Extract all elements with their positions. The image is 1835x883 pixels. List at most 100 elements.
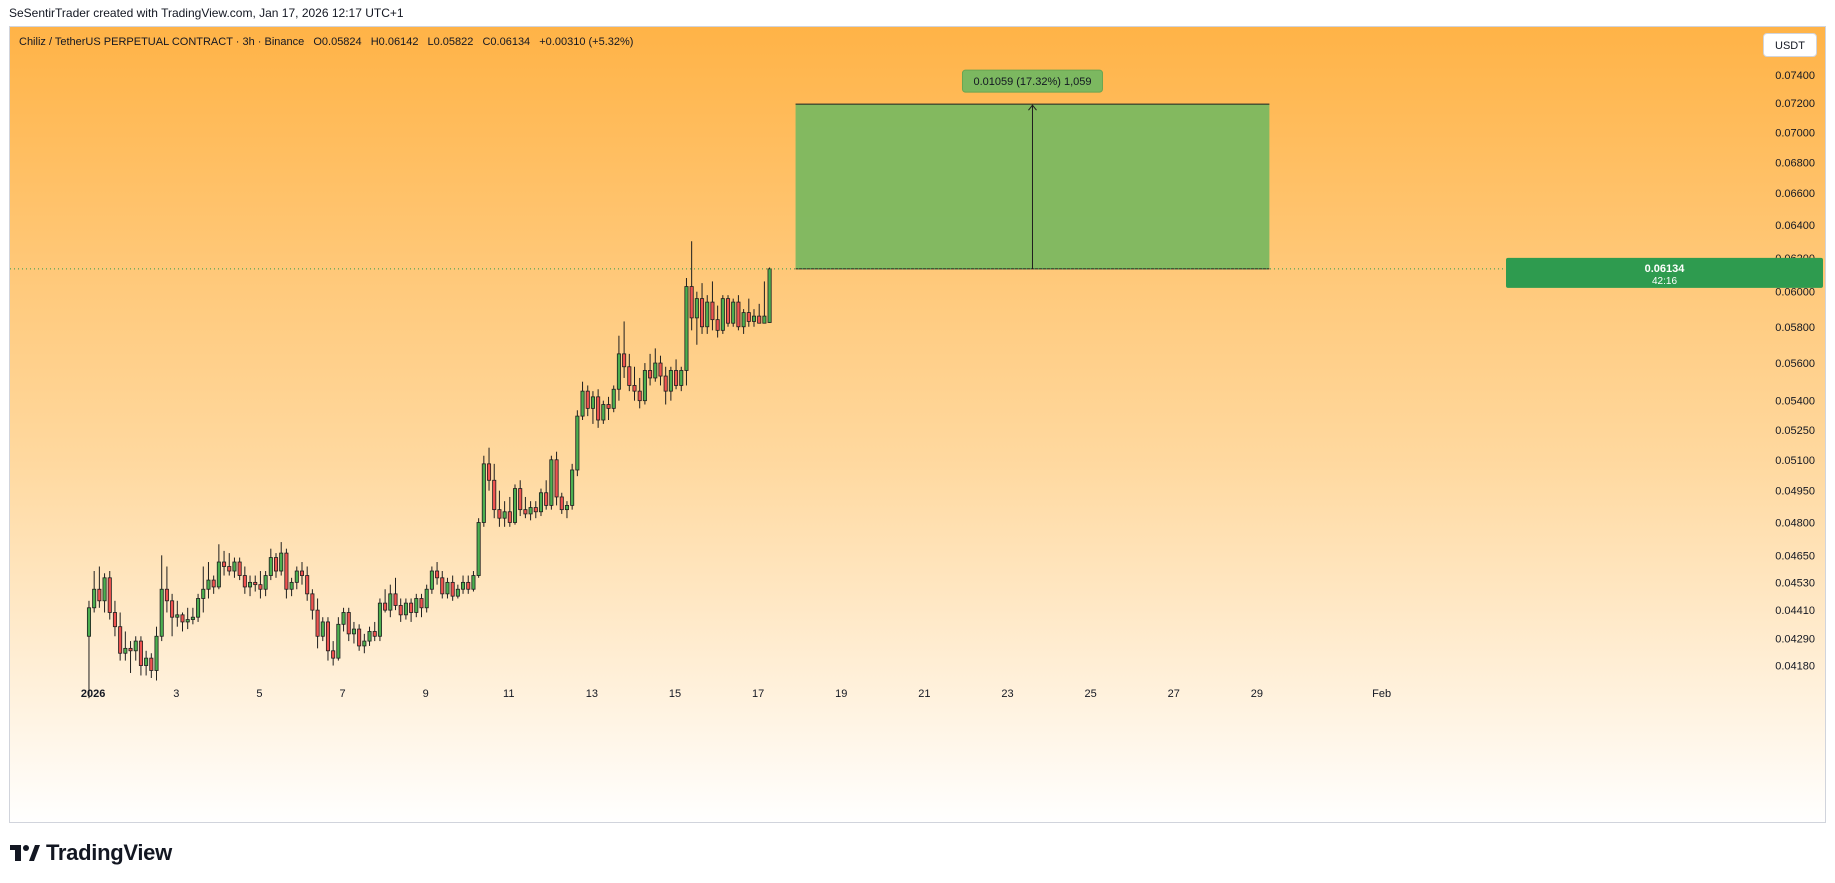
currency-button[interactable]: USDT	[1763, 33, 1817, 57]
price-tick-label: 0.07200	[1775, 98, 1815, 110]
chart-credit: SeSentirTrader created with TradingView.…	[9, 6, 404, 20]
candle-body	[637, 390, 642, 402]
candle-body	[523, 509, 528, 515]
candle-body	[461, 581, 466, 590]
time-axis[interactable]: 2026 3 5 7 9 11 13 15 17 19 21 23 25 27 29 Feb	[81, 688, 1391, 700]
candle-body	[648, 370, 653, 379]
price-tick-label: 0.07000	[1775, 127, 1815, 139]
candle-body	[564, 504, 569, 511]
measure-tool[interactable]: 0.01059 (17.32%) 1,059	[795, 69, 1270, 270]
candle-body	[419, 598, 424, 609]
time-tick-label: 17	[752, 688, 764, 700]
candle-body	[606, 404, 611, 409]
candles	[86, 241, 772, 699]
candle-body	[403, 602, 408, 616]
candle-body	[684, 286, 689, 371]
time-tick-label: 5	[256, 688, 262, 700]
candle-body	[190, 616, 195, 620]
candle-body	[466, 581, 471, 590]
candle-body	[331, 650, 336, 659]
candle-body	[118, 626, 123, 654]
candle-body	[627, 366, 632, 386]
candle-body	[528, 507, 533, 515]
candle-body	[175, 614, 180, 618]
measure-label: 0.01059 (17.32%) 1,059	[973, 76, 1091, 88]
candle-body	[336, 623, 341, 659]
candle-body	[746, 312, 751, 322]
candle-body	[435, 570, 440, 579]
candle-body	[123, 647, 128, 654]
candle-body	[663, 375, 668, 392]
chart-area[interactable]: 0.01059 (17.32%) 1,059 0.076000.074000.0…	[9, 26, 1826, 823]
time-tick-label: 19	[835, 688, 847, 700]
candle-body	[679, 370, 684, 386]
candle-body	[216, 561, 221, 588]
candle-body	[107, 577, 112, 613]
candle-body	[731, 301, 736, 324]
candle-body	[736, 301, 741, 328]
candle-body	[86, 607, 91, 637]
candle-body	[253, 581, 258, 586]
price-chart[interactable]: 0.01059 (17.32%) 1,059 0.076000.074000.0…	[10, 27, 1826, 823]
ohlc-high: H0.06142	[370, 36, 419, 48]
candle-body	[544, 492, 549, 506]
price-tick-label: 0.05400	[1775, 396, 1815, 408]
candle-body	[715, 319, 720, 331]
candle-body	[502, 511, 507, 519]
candle-body	[159, 588, 164, 637]
candle-body	[554, 459, 559, 498]
candle-body	[476, 522, 481, 576]
time-tick-label: 7	[339, 688, 345, 700]
candle-body	[185, 619, 190, 623]
last-price-badge	[1506, 257, 1823, 288]
candle-body	[580, 390, 585, 417]
candle-body	[242, 575, 247, 588]
candle-body	[206, 579, 211, 590]
candle-body	[762, 315, 767, 324]
ohlc-open: O0.05824	[313, 36, 362, 48]
candle-body	[144, 657, 149, 666]
candle-body	[294, 570, 299, 583]
candle-body	[596, 396, 601, 421]
candle-body	[138, 640, 143, 666]
symbol-legend: Chiliz / TetherUS PERPETUAL CONTRACT · 3…	[19, 36, 639, 48]
candle-body	[632, 385, 637, 392]
candle-body	[726, 298, 731, 324]
candle-body	[533, 507, 538, 513]
candle-body	[429, 570, 434, 590]
candle-body	[611, 388, 616, 409]
candle-body	[694, 298, 699, 319]
candle-body	[258, 584, 263, 590]
candle-body	[497, 509, 502, 519]
price-tick-label: 0.05250	[1775, 425, 1815, 437]
candle-body	[601, 404, 606, 421]
candle-body	[585, 390, 590, 409]
candle-body	[388, 593, 393, 611]
candle-body	[346, 612, 351, 635]
candle-body	[590, 396, 595, 409]
bar-countdown: 42:16	[1652, 276, 1677, 287]
symbol-title[interactable]: Chiliz / TetherUS PERPETUAL CONTRACT · 3…	[19, 36, 305, 48]
candle-body	[767, 268, 772, 323]
candle-body	[351, 628, 356, 635]
price-tick-label: 0.04650	[1775, 550, 1815, 562]
time-tick-label: 27	[1168, 688, 1180, 700]
candle-body	[445, 581, 450, 595]
candle-body	[440, 577, 445, 595]
candle-body	[97, 588, 102, 602]
time-tick-label: 15	[669, 688, 681, 700]
candle-body	[232, 561, 237, 572]
candle-body	[128, 647, 133, 652]
candle-body	[377, 602, 382, 637]
candle-body	[325, 621, 330, 652]
price-tick-label: 0.04410	[1775, 605, 1815, 617]
ohlc-close: C0.06134	[482, 36, 531, 48]
candle-body	[372, 631, 377, 637]
candle-body	[164, 588, 169, 602]
price-tick-label: 0.04800	[1775, 517, 1815, 529]
time-tick-label: 3	[173, 688, 179, 700]
candle-body	[653, 362, 658, 379]
tradingview-logo[interactable]: TradingView	[10, 840, 172, 866]
candle-body	[393, 593, 398, 606]
candle-body	[222, 561, 227, 567]
